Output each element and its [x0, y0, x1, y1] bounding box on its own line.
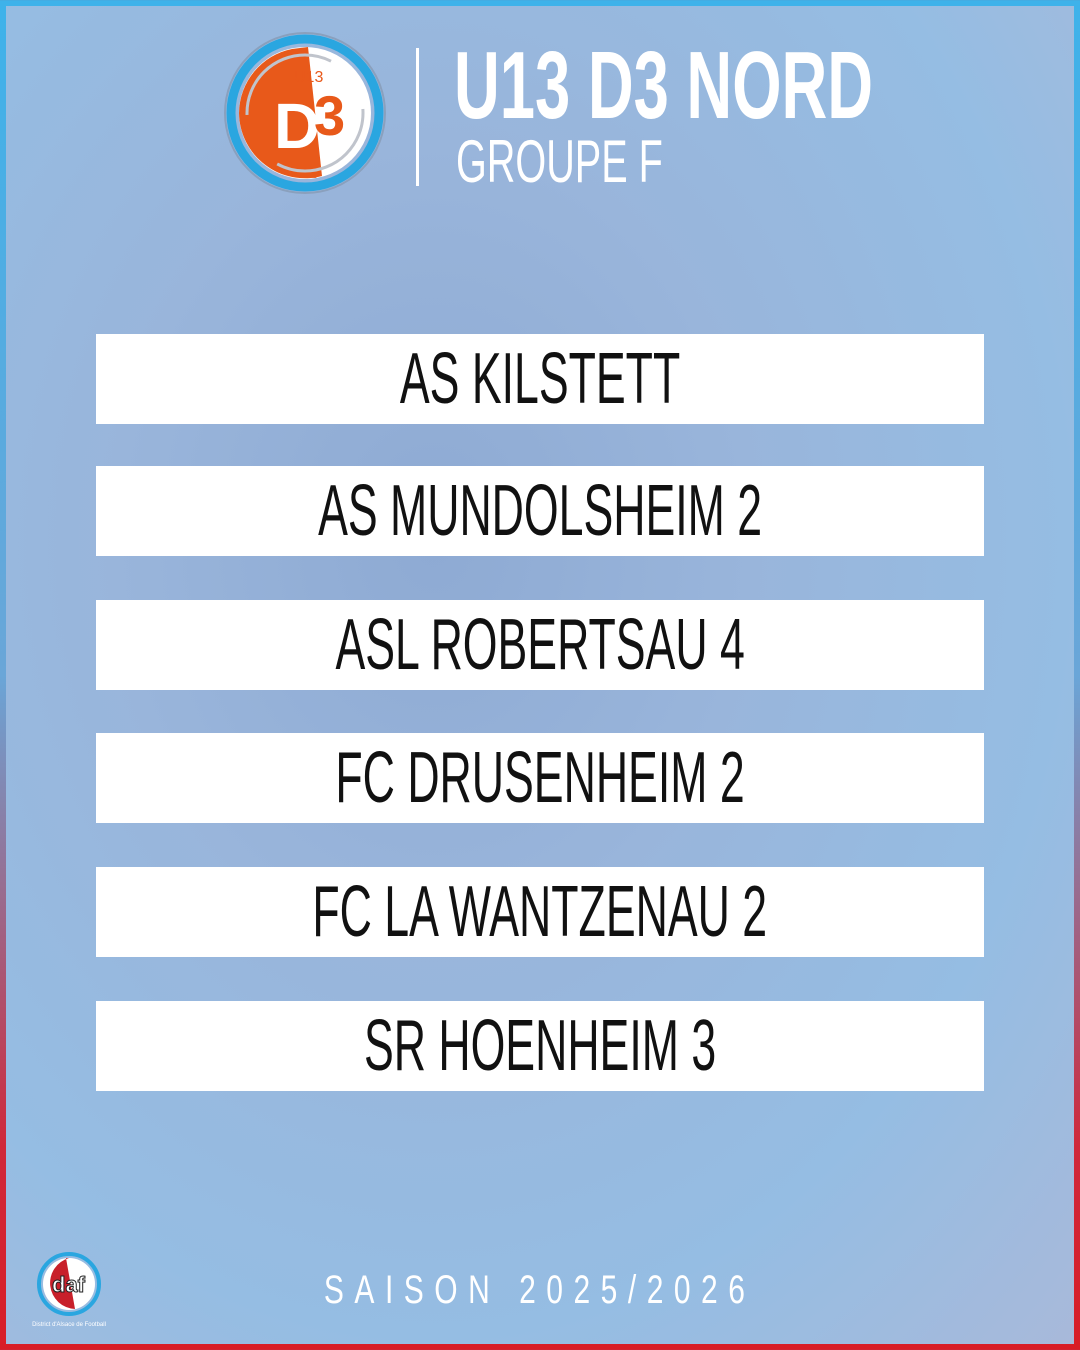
- season-label: SAISON 2025/2026: [0, 1268, 1080, 1313]
- svg-text:D: D: [274, 90, 320, 162]
- subtitle-text: GROUPE F: [456, 128, 663, 195]
- team-row: ASL ROBERTSAU 4: [96, 600, 984, 690]
- page-subtitle: GROUPE F: [456, 132, 856, 192]
- team-name: AS MUNDOLSHEIM 2: [317, 471, 762, 551]
- team-name: FC LA WANTZENAU 2: [312, 872, 768, 952]
- u13-d3-logo: D 3 U13: [224, 32, 386, 194]
- team-name: AS KILSTETT: [399, 339, 681, 419]
- team-row: SR HOENHEIM 3: [96, 1001, 984, 1091]
- daf-logo: daf District d'Alsace de Football: [32, 1252, 106, 1328]
- team-row: FC LA WANTZENAU 2: [96, 867, 984, 957]
- svg-text:District d'Alsace de Football: District d'Alsace de Football: [32, 1322, 106, 1328]
- team-name: FC DRUSENHEIM 2: [335, 738, 745, 818]
- team-name: SR HOENHEIM 3: [363, 1006, 717, 1086]
- season-text: SAISON 2025/2026: [324, 1268, 756, 1312]
- page-title: U13 D3 NORD: [454, 36, 954, 136]
- title-text: U13 D3 NORD: [454, 32, 873, 139]
- svg-text:3: 3: [314, 84, 345, 147]
- team-row: AS MUNDOLSHEIM 2: [96, 466, 984, 556]
- svg-text:U13: U13: [294, 69, 323, 86]
- svg-text:daf: daf: [52, 1272, 86, 1297]
- team-name: ASL ROBERTSAU 4: [335, 605, 745, 685]
- team-row: AS KILSTETT: [96, 334, 984, 424]
- team-row: FC DRUSENHEIM 2: [96, 733, 984, 823]
- header-divider: [416, 48, 419, 186]
